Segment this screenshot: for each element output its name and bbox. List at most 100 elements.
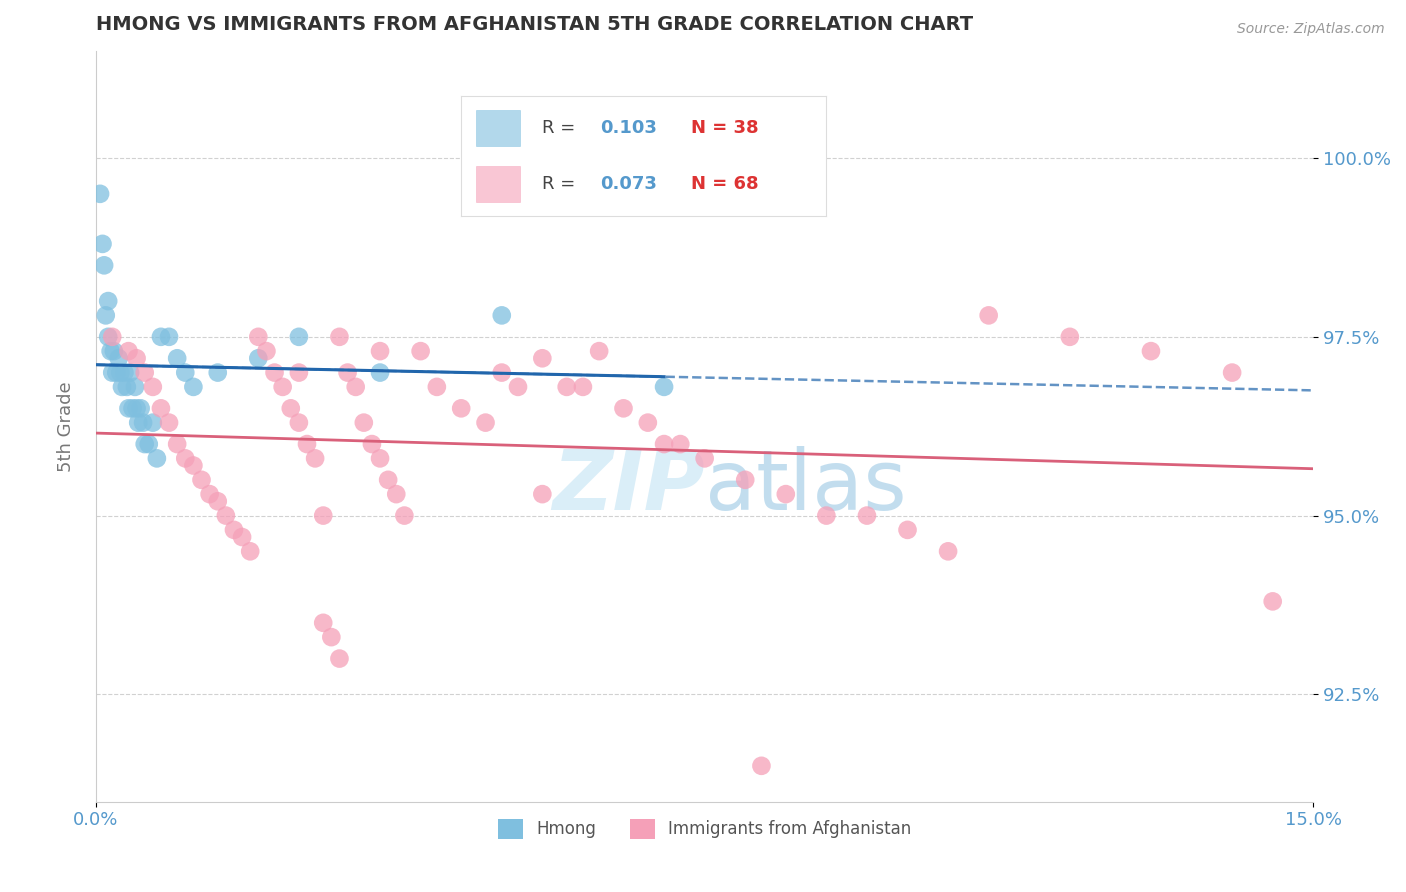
- Point: [190, 473, 212, 487]
- Point: [450, 401, 472, 416]
- Point: [157, 330, 180, 344]
- Point: [215, 508, 238, 523]
- Point: [103, 344, 125, 359]
- Point: [344, 380, 367, 394]
- Point: [125, 401, 148, 416]
- Point: [91, 236, 114, 251]
- Point: [304, 451, 326, 466]
- Point: [166, 351, 188, 366]
- Point: [97, 330, 120, 344]
- Point: [134, 437, 156, 451]
- Text: HMONG VS IMMIGRANTS FROM AFGHANISTAN 5TH GRADE CORRELATION CHART: HMONG VS IMMIGRANTS FROM AFGHANISTAN 5TH…: [96, 15, 973, 34]
- Point: [652, 380, 675, 394]
- Point: [207, 494, 229, 508]
- Point: [288, 416, 311, 430]
- Point: [693, 451, 716, 466]
- Point: [183, 458, 205, 473]
- Point: [174, 451, 197, 466]
- Point: [101, 330, 124, 344]
- Point: [149, 330, 172, 344]
- Point: [288, 330, 311, 344]
- Point: [368, 344, 391, 359]
- Point: [506, 380, 529, 394]
- Point: [157, 416, 180, 430]
- Point: [491, 309, 513, 323]
- Point: [174, 366, 197, 380]
- Point: [198, 487, 221, 501]
- Point: [138, 437, 160, 451]
- Point: [572, 380, 595, 394]
- Point: [555, 380, 578, 394]
- Point: [531, 351, 554, 366]
- Point: [125, 351, 148, 366]
- Point: [353, 416, 375, 430]
- Point: [491, 366, 513, 380]
- Point: [254, 344, 277, 359]
- Text: Source: ZipAtlas.com: Source: ZipAtlas.com: [1237, 22, 1385, 37]
- Point: [588, 344, 610, 359]
- Point: [377, 473, 399, 487]
- Point: [815, 508, 838, 523]
- Point: [247, 351, 270, 366]
- Point: [856, 508, 879, 523]
- Point: [271, 380, 294, 394]
- Point: [117, 344, 139, 359]
- Point: [129, 401, 152, 416]
- Point: [336, 366, 359, 380]
- Point: [100, 344, 122, 359]
- Point: [328, 651, 350, 665]
- Point: [117, 401, 139, 416]
- Point: [295, 437, 318, 451]
- Point: [207, 366, 229, 380]
- Point: [751, 759, 773, 773]
- Point: [1220, 366, 1243, 380]
- Point: [239, 544, 262, 558]
- Point: [222, 523, 245, 537]
- Point: [385, 487, 408, 501]
- Point: [394, 508, 416, 523]
- Point: [146, 451, 169, 466]
- Point: [288, 366, 311, 380]
- Point: [105, 366, 128, 380]
- Point: [1059, 330, 1081, 344]
- Point: [101, 366, 124, 380]
- Point: [896, 523, 918, 537]
- Point: [89, 186, 111, 201]
- Point: [669, 437, 692, 451]
- Point: [120, 366, 142, 380]
- Point: [127, 416, 149, 430]
- Point: [612, 401, 634, 416]
- Text: ZIP: ZIP: [553, 446, 704, 527]
- Point: [94, 309, 117, 323]
- Point: [368, 366, 391, 380]
- Point: [1140, 344, 1163, 359]
- Point: [312, 508, 335, 523]
- Point: [97, 294, 120, 309]
- Point: [107, 351, 129, 366]
- Point: [112, 366, 135, 380]
- Point: [977, 309, 1000, 323]
- Text: atlas: atlas: [704, 446, 907, 527]
- Point: [134, 366, 156, 380]
- Point: [111, 380, 134, 394]
- Point: [142, 416, 165, 430]
- Point: [936, 544, 959, 558]
- Point: [115, 380, 138, 394]
- Point: [361, 437, 384, 451]
- Point: [531, 487, 554, 501]
- Point: [637, 416, 659, 430]
- Point: [231, 530, 253, 544]
- Point: [93, 258, 115, 272]
- Point: [328, 330, 350, 344]
- Y-axis label: 5th Grade: 5th Grade: [58, 381, 75, 472]
- Point: [280, 401, 302, 416]
- Legend: Hmong, Immigrants from Afghanistan: Hmong, Immigrants from Afghanistan: [492, 812, 918, 846]
- Point: [368, 451, 391, 466]
- Point: [142, 380, 165, 394]
- Point: [1261, 594, 1284, 608]
- Point: [121, 401, 143, 416]
- Point: [312, 615, 335, 630]
- Point: [426, 380, 449, 394]
- Point: [321, 630, 343, 644]
- Point: [474, 416, 496, 430]
